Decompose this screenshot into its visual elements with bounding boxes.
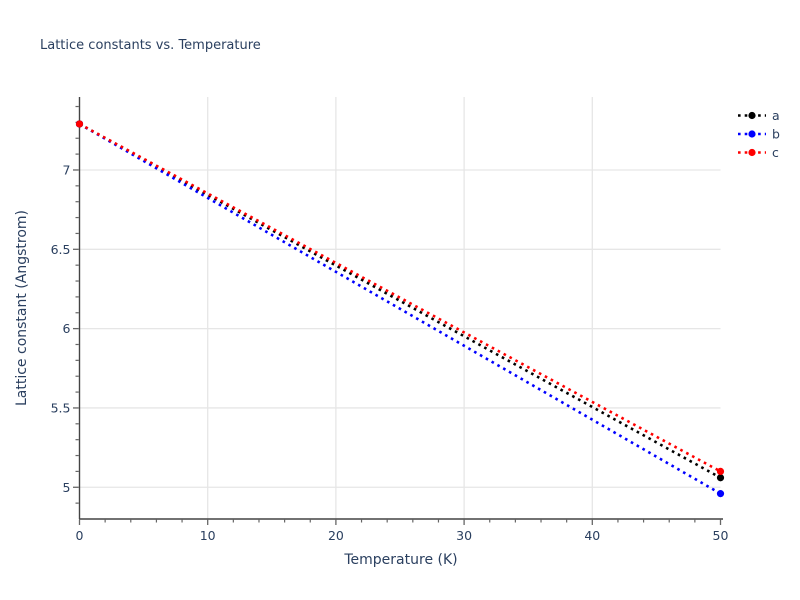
data-point-marker-b: [716, 490, 725, 498]
x-tick-label: 10: [200, 528, 216, 543]
legend-label-c: c: [772, 145, 779, 160]
legend-item-b[interactable]: b: [738, 127, 780, 142]
series-line-c: [78, 122, 722, 473]
x-axis-title: Temperature (K): [344, 552, 458, 568]
y-tick-label: 7: [63, 162, 71, 177]
series-line-a: [78, 122, 722, 479]
x-tick-label: 0: [76, 528, 84, 543]
y-tick-label: 6: [63, 321, 71, 336]
data-point-marker-c: [75, 120, 84, 128]
series-line-b: [78, 122, 722, 495]
y-tick-label: 5: [63, 480, 71, 495]
legend-label-b: b: [772, 127, 780, 142]
x-tick-label: 50: [713, 528, 729, 543]
y-tick-label: 6.5: [51, 242, 71, 257]
legend-marker-b: [748, 130, 756, 138]
chart-title: Lattice constants vs. Temperature: [40, 38, 261, 53]
data-point-marker-a: [716, 474, 725, 482]
x-tick-label: 40: [584, 528, 600, 543]
series-c: [75, 120, 725, 476]
series-a: [75, 120, 725, 482]
legend-label-a: a: [772, 108, 780, 123]
legend-item-c[interactable]: c: [738, 145, 779, 160]
legend-marker-a: [748, 111, 756, 120]
x-tick-label: 20: [328, 528, 344, 543]
legend-marker-c: [748, 148, 756, 157]
x-tick-label: 30: [456, 528, 472, 543]
series-b: [75, 120, 725, 498]
legend: abc: [738, 108, 780, 160]
data-point-marker-c: [716, 467, 725, 476]
y-tick-label: 5.5: [51, 400, 71, 415]
legend-item-a[interactable]: a: [738, 108, 780, 123]
